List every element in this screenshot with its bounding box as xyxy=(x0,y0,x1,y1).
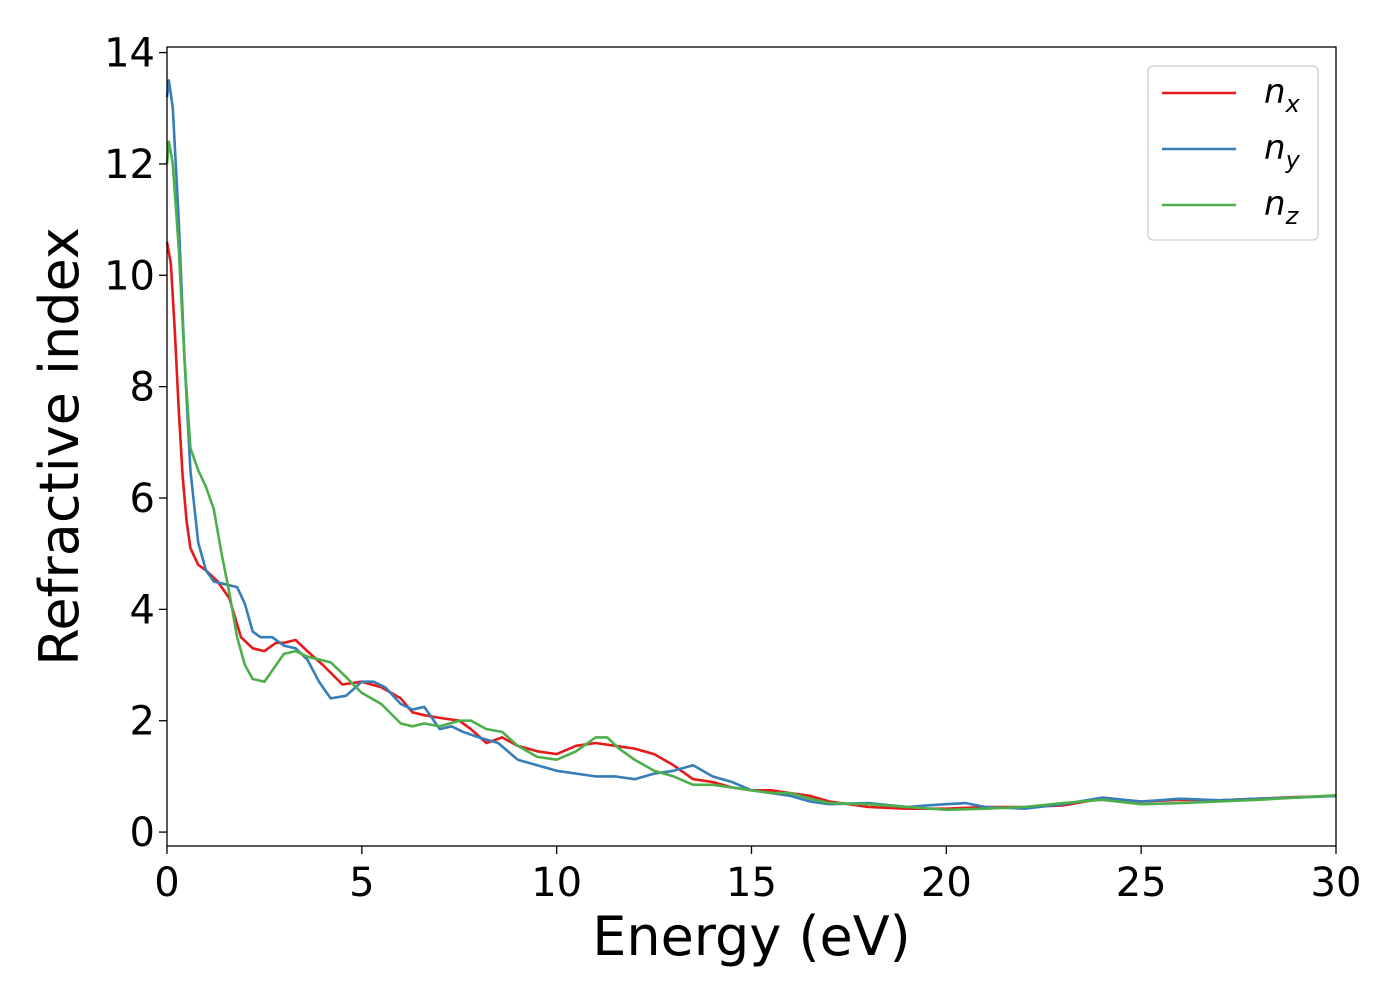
series-line-x xyxy=(165,241,1337,810)
y-tick-label: 8 xyxy=(130,365,155,411)
series-line-z xyxy=(165,140,1337,812)
legend-label-x: nx xyxy=(1264,72,1301,118)
x-axis-ticks: 0 5 10 15 20 25 30 xyxy=(154,846,1361,906)
x-tick-label: 5 xyxy=(349,860,374,906)
y-tick-label: 6 xyxy=(130,476,155,522)
x-tick-label: 10 xyxy=(531,860,582,906)
legend-label-base: n xyxy=(1264,128,1286,168)
x-tick-label: 0 xyxy=(154,860,179,906)
plot-lines xyxy=(165,79,1337,812)
legend-label-y: ny xyxy=(1264,128,1301,174)
x-tick-label: 15 xyxy=(726,860,777,906)
x-axis-label: Energy (eV) xyxy=(592,905,911,968)
y-tick-label: 0 xyxy=(130,810,155,856)
legend-label-z: nz xyxy=(1264,184,1300,230)
y-axis-label: Refractive index xyxy=(28,227,91,666)
y-tick-label: 2 xyxy=(130,699,155,745)
legend-label-subscript: x xyxy=(1285,90,1301,118)
x-tick-label: 30 xyxy=(1311,860,1362,906)
y-tick-label: 10 xyxy=(104,253,155,299)
y-tick-label: 14 xyxy=(104,31,155,77)
legend-label-base: n xyxy=(1264,184,1286,224)
legend-label-subscript: y xyxy=(1285,146,1301,174)
y-tick-label: 12 xyxy=(104,142,155,188)
x-tick-label: 25 xyxy=(1116,860,1167,906)
legend-label-base: n xyxy=(1264,72,1286,112)
series-line-y xyxy=(165,79,1337,810)
x-tick-label: 20 xyxy=(921,860,972,906)
legend-label-subscript: z xyxy=(1285,202,1300,230)
y-tick-label: 4 xyxy=(130,587,155,633)
y-axis-ticks: 0 2 4 6 8 10 12 14 xyxy=(104,31,167,856)
legend-box xyxy=(1147,65,1319,241)
